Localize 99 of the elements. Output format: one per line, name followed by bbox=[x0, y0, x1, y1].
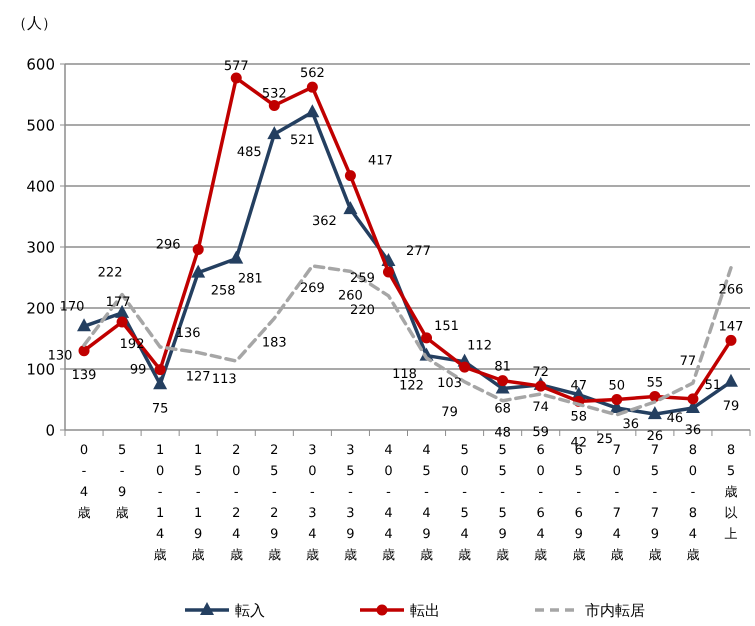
x-tick-label: 60-64歳 bbox=[534, 443, 548, 563]
y-tick-label: 500 bbox=[26, 116, 55, 134]
data-label: 532 bbox=[262, 86, 287, 102]
data-label: 259 bbox=[350, 271, 375, 286]
x-tick-label: 0-4歳 bbox=[78, 443, 91, 521]
data-label: 296 bbox=[156, 237, 181, 252]
data-label: 99 bbox=[130, 362, 146, 378]
x-tick-label: 75-79歳 bbox=[648, 443, 662, 563]
x-tick-label: 5-9歳 bbox=[116, 443, 129, 521]
data-label: 51 bbox=[704, 378, 722, 393]
x-tick-label: 45-49歳 bbox=[420, 443, 434, 563]
point bbox=[306, 82, 318, 93]
data-label: 103 bbox=[437, 376, 462, 392]
x-tick-label: 15-19歳 bbox=[192, 443, 205, 563]
x-tick-label: 20-24歳 bbox=[230, 443, 243, 563]
legend-label: 市内転居 bbox=[585, 601, 645, 620]
point bbox=[192, 244, 204, 255]
data-label: 77 bbox=[680, 354, 696, 370]
data-label: 258 bbox=[210, 284, 236, 299]
x-tick-label: 55-59歳 bbox=[496, 443, 510, 563]
point bbox=[459, 362, 470, 373]
point bbox=[535, 380, 546, 392]
data-label: 577 bbox=[224, 59, 249, 74]
x-tick-label: 85歳以上 bbox=[724, 443, 738, 542]
data-label: 147 bbox=[718, 319, 744, 334]
point bbox=[687, 393, 698, 404]
data-label: 269 bbox=[300, 280, 325, 296]
data-label: 112 bbox=[467, 338, 492, 354]
data-label: 79 bbox=[441, 404, 458, 420]
point bbox=[382, 266, 394, 278]
data-label: 81 bbox=[494, 360, 511, 375]
data-label: 48 bbox=[494, 426, 511, 441]
point bbox=[344, 170, 356, 182]
data-label: 46 bbox=[666, 410, 684, 426]
point bbox=[724, 374, 738, 387]
y-tick-label: 200 bbox=[26, 299, 55, 318]
point bbox=[497, 375, 508, 386]
y-tick-label: 300 bbox=[26, 238, 55, 256]
y-tick-label: 0 bbox=[45, 421, 55, 440]
data-label: 75 bbox=[152, 401, 168, 416]
data-label: 362 bbox=[312, 214, 337, 230]
data-label: 26 bbox=[646, 429, 664, 444]
data-label: 151 bbox=[434, 318, 459, 334]
data-label: 183 bbox=[262, 335, 287, 350]
data-label: 281 bbox=[238, 272, 263, 287]
data-label: 220 bbox=[350, 302, 375, 318]
data-label: 36 bbox=[622, 417, 640, 432]
data-label: 59 bbox=[532, 425, 549, 440]
data-label: 113 bbox=[212, 372, 237, 388]
data-label: 562 bbox=[300, 66, 325, 82]
point bbox=[78, 345, 90, 356]
point bbox=[230, 72, 242, 84]
x-tick-label: 50-54歳 bbox=[458, 443, 472, 563]
x-tick-label: 30-34歳 bbox=[306, 443, 319, 563]
data-label: 170 bbox=[60, 299, 84, 314]
data-label: 55 bbox=[646, 375, 664, 390]
data-label: 68 bbox=[494, 402, 511, 417]
point bbox=[305, 104, 320, 118]
point bbox=[611, 394, 622, 405]
data-label: 58 bbox=[570, 410, 588, 425]
data-label: 521 bbox=[290, 133, 315, 148]
point bbox=[154, 364, 166, 376]
point bbox=[725, 334, 736, 346]
y-tick-label: 400 bbox=[26, 177, 55, 196]
x-tick-label: 40-44歳 bbox=[382, 443, 395, 563]
data-label: 47 bbox=[570, 378, 588, 394]
point bbox=[267, 126, 282, 140]
data-label: 260 bbox=[338, 288, 363, 304]
y-tick-label: 600 bbox=[26, 55, 55, 74]
data-label: 485 bbox=[236, 145, 262, 160]
x-tick-label: 80-84歳 bbox=[686, 443, 700, 563]
point bbox=[229, 250, 244, 264]
data-label: 277 bbox=[406, 244, 431, 260]
point bbox=[268, 100, 280, 111]
data-label: 36 bbox=[684, 423, 702, 438]
point bbox=[153, 376, 168, 390]
x-tick-label: 35-39歳 bbox=[344, 443, 357, 563]
point bbox=[116, 316, 128, 328]
data-label: 139 bbox=[72, 368, 96, 384]
point bbox=[421, 332, 432, 344]
point bbox=[649, 390, 660, 402]
data-label: 127 bbox=[186, 370, 211, 385]
data-label: 50 bbox=[608, 378, 626, 394]
point bbox=[191, 264, 206, 278]
x-tick-label: 25-29歳 bbox=[268, 443, 281, 563]
x-tick-label: 10-14歳 bbox=[154, 443, 167, 563]
data-label: 74 bbox=[532, 400, 549, 415]
point bbox=[343, 201, 358, 214]
data-label: 79 bbox=[722, 398, 740, 414]
y-axis-title: （人） bbox=[12, 14, 57, 32]
data-label: 72 bbox=[532, 365, 549, 380]
data-label: 417 bbox=[368, 154, 393, 169]
legend-label: 転出 bbox=[410, 601, 440, 620]
legend-label: 転入 bbox=[235, 601, 265, 620]
data-label: 177 bbox=[106, 295, 130, 310]
point bbox=[77, 318, 92, 332]
data-label: 266 bbox=[718, 282, 744, 298]
point bbox=[648, 406, 662, 420]
data-label: 222 bbox=[98, 266, 122, 281]
